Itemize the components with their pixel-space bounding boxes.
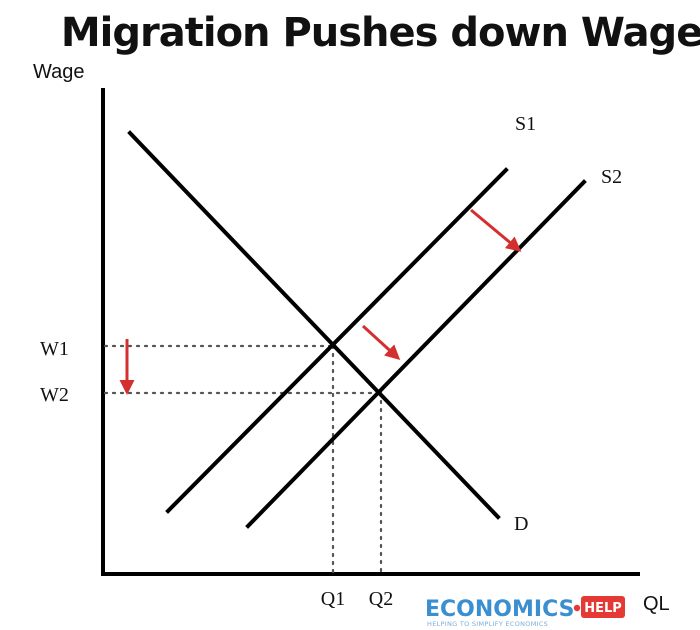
logo-help-text: HELP — [584, 601, 622, 616]
x-axis-label: QL — [643, 593, 670, 615]
q2-label: Q2 — [369, 588, 393, 610]
logo-help-badge — [581, 596, 625, 618]
s2-label: S2 — [601, 166, 622, 188]
logo-economics-text: ECONOMICS — [425, 597, 574, 622]
diagram-title: Migration Pushes down Wages — [61, 10, 700, 56]
logo-dot-icon — [573, 604, 581, 612]
y-axis-label: Wage — [33, 61, 85, 83]
supply-shift-arrow-lower — [361, 324, 401, 361]
supply-curve-s1 — [165, 167, 509, 514]
logo-tagline: HELPING TO SIMPLIFY ECONOMICS — [427, 620, 548, 628]
economics-help-logo: ECONOMICS HELP HELPING TO SIMPLIFY ECONO… — [425, 596, 625, 628]
demand-curve — [127, 130, 501, 520]
d-label: D — [514, 513, 528, 535]
supply-curve-s2 — [245, 179, 587, 529]
s1-label: S1 — [515, 113, 536, 135]
w1-label: W1 — [40, 338, 69, 360]
w2-label: W2 — [40, 384, 69, 406]
q1-label: Q1 — [321, 588, 345, 610]
supply-shift-arrow-upper — [470, 208, 522, 252]
